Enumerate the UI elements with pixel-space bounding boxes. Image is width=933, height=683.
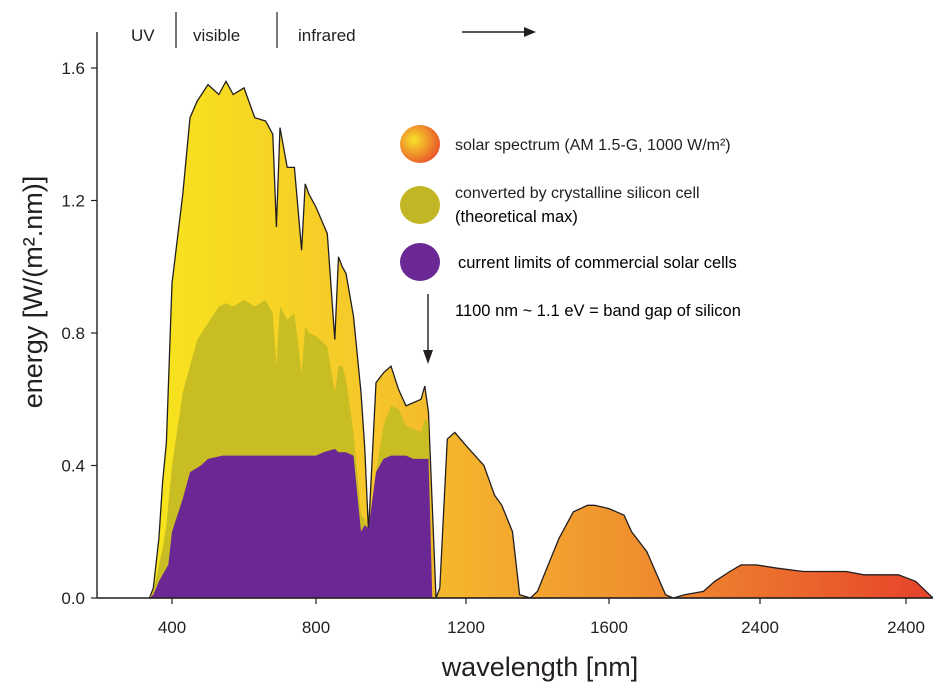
- y-tick-label: 1.6: [61, 59, 85, 78]
- legend-swatch-silicon: [400, 186, 440, 224]
- y-tick-label: 0.4: [61, 457, 85, 476]
- band-gap-label: 1100 nm ~ 1.1 eV = band gap of silicon: [455, 302, 741, 320]
- x-tick-label: 2400: [887, 618, 925, 637]
- y-tick-label: 0.0: [61, 589, 85, 608]
- x-tick-label: 800: [302, 618, 330, 637]
- x-tick-label: 1200: [447, 618, 485, 637]
- y-ticks: 0.0 0.4 0.8 1.2 1.6: [61, 59, 97, 608]
- band-label-uv: UV: [131, 26, 155, 45]
- x-ticks: 400 800 1200 1600 2400 2400: [158, 598, 925, 637]
- legend-label-commercial: current limits of commercial solar cells: [458, 254, 737, 272]
- plot-area: [148, 79, 933, 599]
- legend: solar spectrum (AM 1.5-G, 1000 W/m²) con…: [400, 125, 737, 281]
- y-tick-label: 1.2: [61, 192, 85, 211]
- legend-label-silicon-1: converted by crystalline silicon cell: [455, 185, 700, 202]
- series-commercial-cells-area: [149, 448, 433, 598]
- band-gap-annotation: 1100 nm ~ 1.1 eV = band gap of silicon: [423, 294, 741, 364]
- band-label-visible: visible: [193, 26, 240, 45]
- band-label-infrared: infrared: [298, 26, 356, 45]
- legend-swatch-commercial: [400, 243, 440, 281]
- x-axis-title: wavelength [nm]: [441, 652, 639, 682]
- x-tick-label: 2400: [741, 618, 779, 637]
- direction-arrow: [462, 27, 536, 37]
- y-tick-label: 0.8: [61, 324, 85, 343]
- legend-swatch-solar: [400, 125, 440, 163]
- legend-label-silicon-2: (theoretical max): [455, 208, 578, 226]
- legend-label-solar: solar spectrum (AM 1.5-G, 1000 W/m²): [455, 137, 731, 154]
- x-tick-label: 400: [158, 618, 186, 637]
- x-tick-label: 1600: [590, 618, 628, 637]
- y-axis-title: energy [W/(m².nm)]: [18, 176, 48, 409]
